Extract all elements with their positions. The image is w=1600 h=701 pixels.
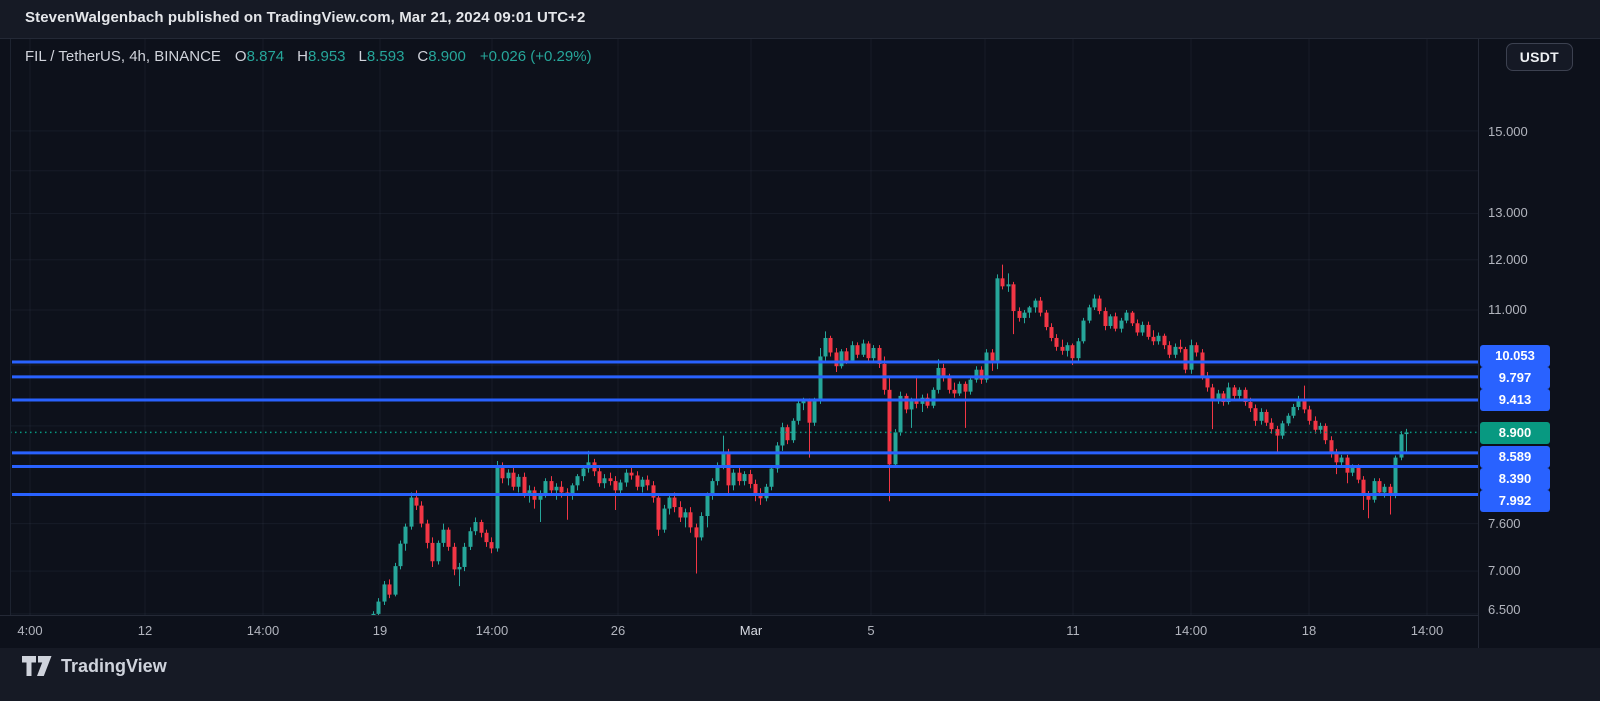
candlestick-series bbox=[371, 264, 1409, 615]
ohlc-item-l: L8.593 bbox=[359, 48, 405, 65]
time-tick: 4:00 bbox=[17, 623, 43, 638]
time-tick: 14:00 bbox=[475, 623, 509, 638]
price-tick: 7.600 bbox=[1488, 516, 1521, 531]
tradingview-brand-text: TradingView bbox=[61, 656, 167, 676]
symbol-title: FIL / TetherUS, 4h, BINANCE bbox=[25, 48, 221, 65]
symbol-legend: FIL / TetherUS, 4h, BINANCE O8.874 H8.953… bbox=[25, 48, 592, 65]
price-tick: 7.000 bbox=[1488, 563, 1521, 578]
support-resistance-lines bbox=[12, 360, 1478, 497]
ohlc-key: C bbox=[417, 48, 429, 65]
time-tick: 14:00 bbox=[246, 623, 280, 638]
tradingview-icon bbox=[22, 656, 52, 676]
chart-plot-area[interactable]: FIL / TetherUS, 4h, BINANCE O8.874 H8.953… bbox=[0, 39, 1600, 648]
time-tick: 12 bbox=[137, 623, 153, 638]
ohlc-key: H bbox=[297, 48, 308, 65]
price-line-label-chip: 7.992 bbox=[1480, 490, 1550, 512]
time-tick: 18 bbox=[1301, 623, 1317, 638]
ohlc-value: 8.874 bbox=[246, 48, 285, 65]
grid-lines bbox=[10, 39, 1478, 615]
time-tick: 5 bbox=[867, 623, 875, 638]
time-tick: 14:00 bbox=[1174, 623, 1208, 638]
ohlc-key: L bbox=[358, 48, 367, 65]
price-tick: 15.000 bbox=[1488, 124, 1528, 139]
ohlc-value: 8.593 bbox=[366, 48, 405, 65]
attribution-text: StevenWalgenbach published on TradingVie… bbox=[25, 9, 586, 26]
change-value: +0.026 (+0.29%) bbox=[479, 48, 592, 65]
pane-left-border bbox=[10, 39, 12, 616]
ohlc-item-o: O8.874 bbox=[235, 48, 284, 65]
ohlc-value: 8.900 bbox=[428, 48, 466, 65]
time-tick: 11 bbox=[1066, 623, 1080, 638]
price-tick: 13.000 bbox=[1488, 205, 1528, 220]
price-line-label-chip: 9.797 bbox=[1480, 367, 1550, 389]
price-tick: 6.500 bbox=[1488, 602, 1521, 617]
price-tick: 12.000 bbox=[1488, 252, 1528, 267]
ohlc-item-c: C8.900 bbox=[417, 48, 465, 65]
ohlc-values: O8.874 H8.953 L8.593 C8.900 bbox=[235, 48, 466, 65]
price-line-label-chip: 9.413 bbox=[1480, 389, 1550, 411]
time-tick: Mar bbox=[739, 623, 763, 638]
ohlc-item-h: H8.953 bbox=[297, 48, 345, 65]
footer-bar: TradingView bbox=[0, 648, 1600, 701]
currency-toggle-button[interactable]: USDT bbox=[1505, 43, 1573, 71]
price-axis[interactable]: 15.000 13.000 12.000 11.000 7.600 7.000 6.500 1… bbox=[1479, 39, 1600, 617]
candlestick-chart[interactable] bbox=[0, 39, 1600, 648]
time-tick: 19 bbox=[372, 623, 388, 638]
current-price-label-chip: 8.900 bbox=[1480, 422, 1550, 444]
price-line-label-chip: 8.589 bbox=[1480, 446, 1550, 468]
attribution-bar: StevenWalgenbach published on TradingVie… bbox=[0, 0, 1600, 39]
price-tick: 11.000 bbox=[1488, 302, 1527, 317]
time-axis[interactable]: 4:00 12 14:00 19 14:00 26 Mar 5 11 14:00 18 14:00 bbox=[0, 616, 1478, 648]
time-axis-border bbox=[0, 615, 1478, 616]
price-line-label-chip: 10.053 bbox=[1480, 345, 1550, 367]
ohlc-key: O bbox=[234, 48, 247, 65]
price-axis-border bbox=[1478, 39, 1479, 648]
tradingview-logo-link[interactable]: TradingView bbox=[22, 656, 167, 677]
price-line-label-chip: 8.390 bbox=[1480, 468, 1550, 490]
time-tick: 14:00 bbox=[1410, 623, 1444, 638]
time-tick: 26 bbox=[610, 623, 626, 638]
ohlc-value: 8.953 bbox=[307, 48, 346, 65]
